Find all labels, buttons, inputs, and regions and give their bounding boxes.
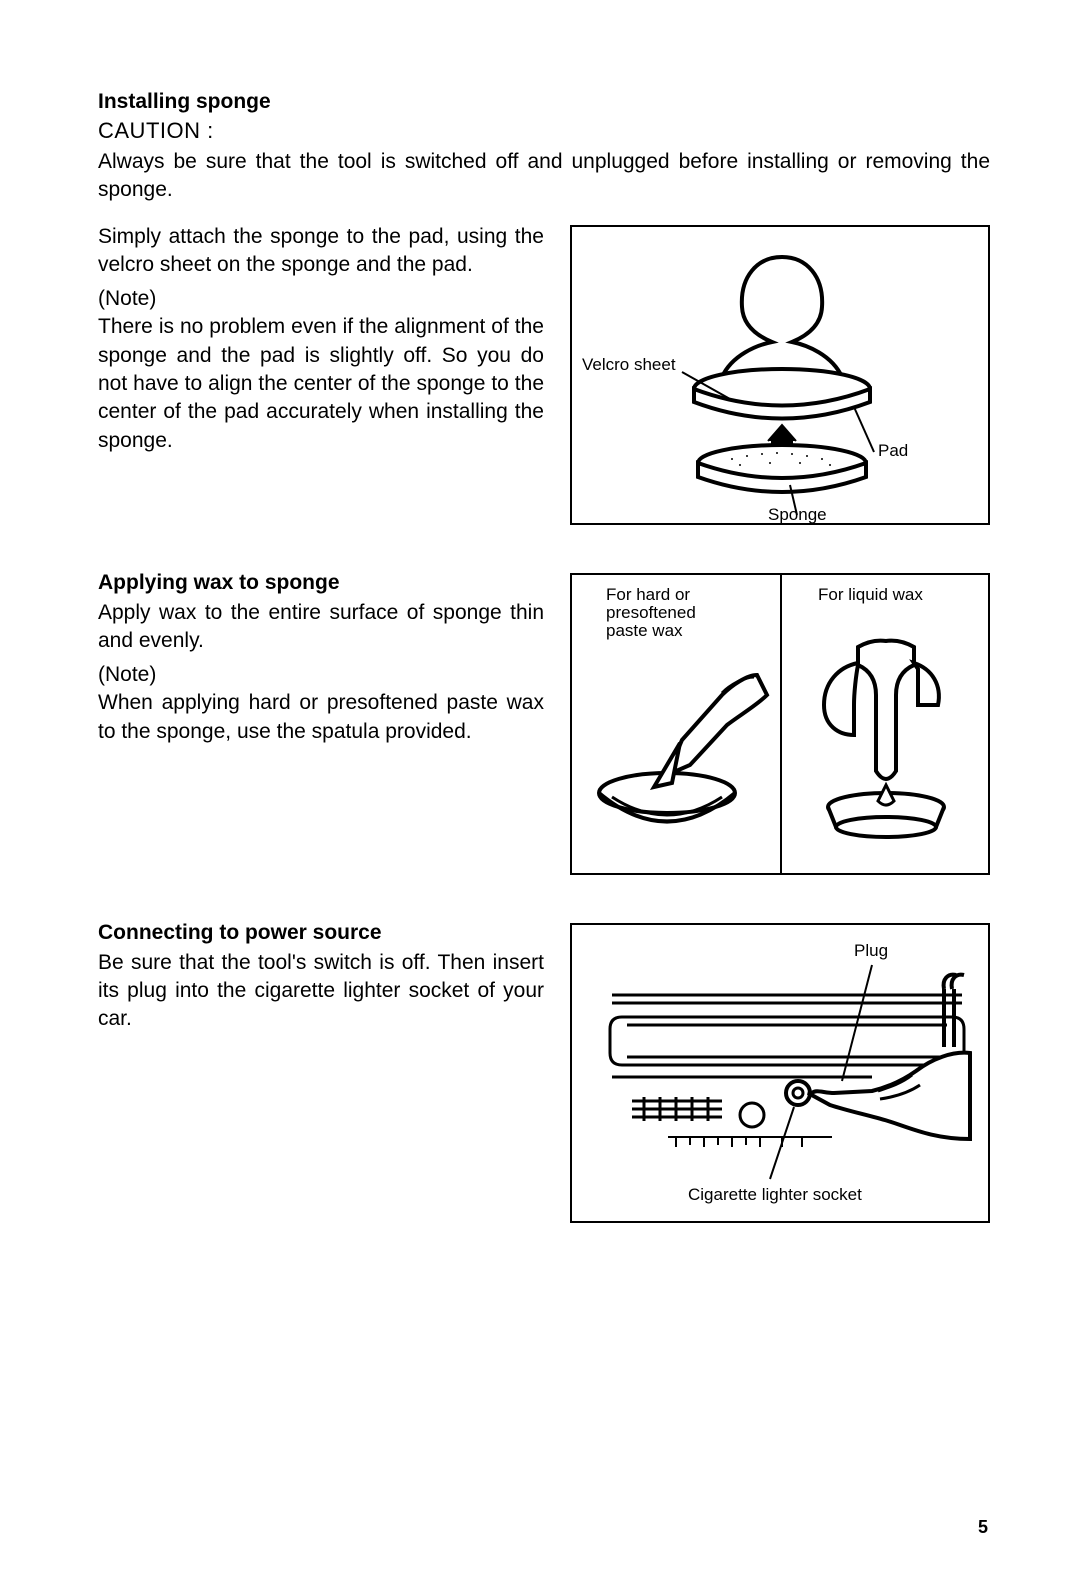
svg-power-source [572, 925, 992, 1225]
note-label-1: (Note) [98, 287, 544, 311]
col-text-installing: Simply attach the sponge to the pad, usi… [98, 223, 544, 455]
figure-sponge-assembly: Velcro sheet Pad Sponge [570, 225, 990, 525]
fig-wax-paste: For hard or presoftened paste wax [572, 575, 782, 873]
label-pad: Pad [878, 441, 908, 461]
section-installing-sponge: Installing sponge CAUTION : Always be su… [98, 90, 990, 525]
row-applying-wax: Applying wax to sponge Apply wax to the … [98, 571, 990, 875]
label-paste-wax-l3: paste wax [606, 621, 683, 641]
col-text-wax: Applying wax to sponge Apply wax to the … [98, 571, 544, 746]
figure-power-source: Plug Cigarette lighter socket [570, 923, 990, 1223]
page-number: 5 [978, 1517, 988, 1538]
caution-label: CAUTION : [98, 118, 990, 144]
note-text-1: There is no problem even if the alignmen… [98, 313, 544, 455]
heading-applying-wax: Applying wax to sponge [98, 571, 544, 595]
label-sponge: Sponge [768, 505, 827, 525]
label-plug: Plug [854, 941, 888, 961]
note-label-2: (Note) [98, 663, 544, 687]
section-applying-wax: Applying wax to sponge Apply wax to the … [98, 571, 990, 875]
note-text-2: When applying hard or presoftened paste … [98, 689, 544, 746]
label-liquid-wax: For liquid wax [818, 585, 923, 605]
svg-sponge-assembly [572, 227, 992, 527]
caution-text: Always be sure that the tool is switched… [98, 148, 990, 205]
figure-wax-application: For hard or presoftened paste wax For li… [570, 573, 990, 875]
section-connecting-power: Connecting to power source Be sure that … [98, 921, 990, 1223]
para-attach-sponge: Simply attach the sponge to the pad, usi… [98, 223, 544, 280]
label-velcro-sheet: Velcro sheet [582, 355, 676, 375]
heading-connecting-power: Connecting to power source [98, 921, 544, 945]
heading-installing-sponge: Installing sponge [98, 90, 990, 114]
col-text-power: Connecting to power source Be sure that … [98, 921, 544, 1034]
para-connecting-power: Be sure that the tool's switch is off. T… [98, 949, 544, 1034]
fig-wax-liquid: For liquid wax [782, 575, 990, 873]
row-connecting-power: Connecting to power source Be sure that … [98, 921, 990, 1223]
row-installing: Simply attach the sponge to the pad, usi… [98, 223, 990, 525]
svg-liquid-wax [782, 575, 990, 875]
label-cigarette-socket: Cigarette lighter socket [688, 1185, 862, 1205]
para-apply-wax: Apply wax to the entire surface of spong… [98, 599, 544, 656]
